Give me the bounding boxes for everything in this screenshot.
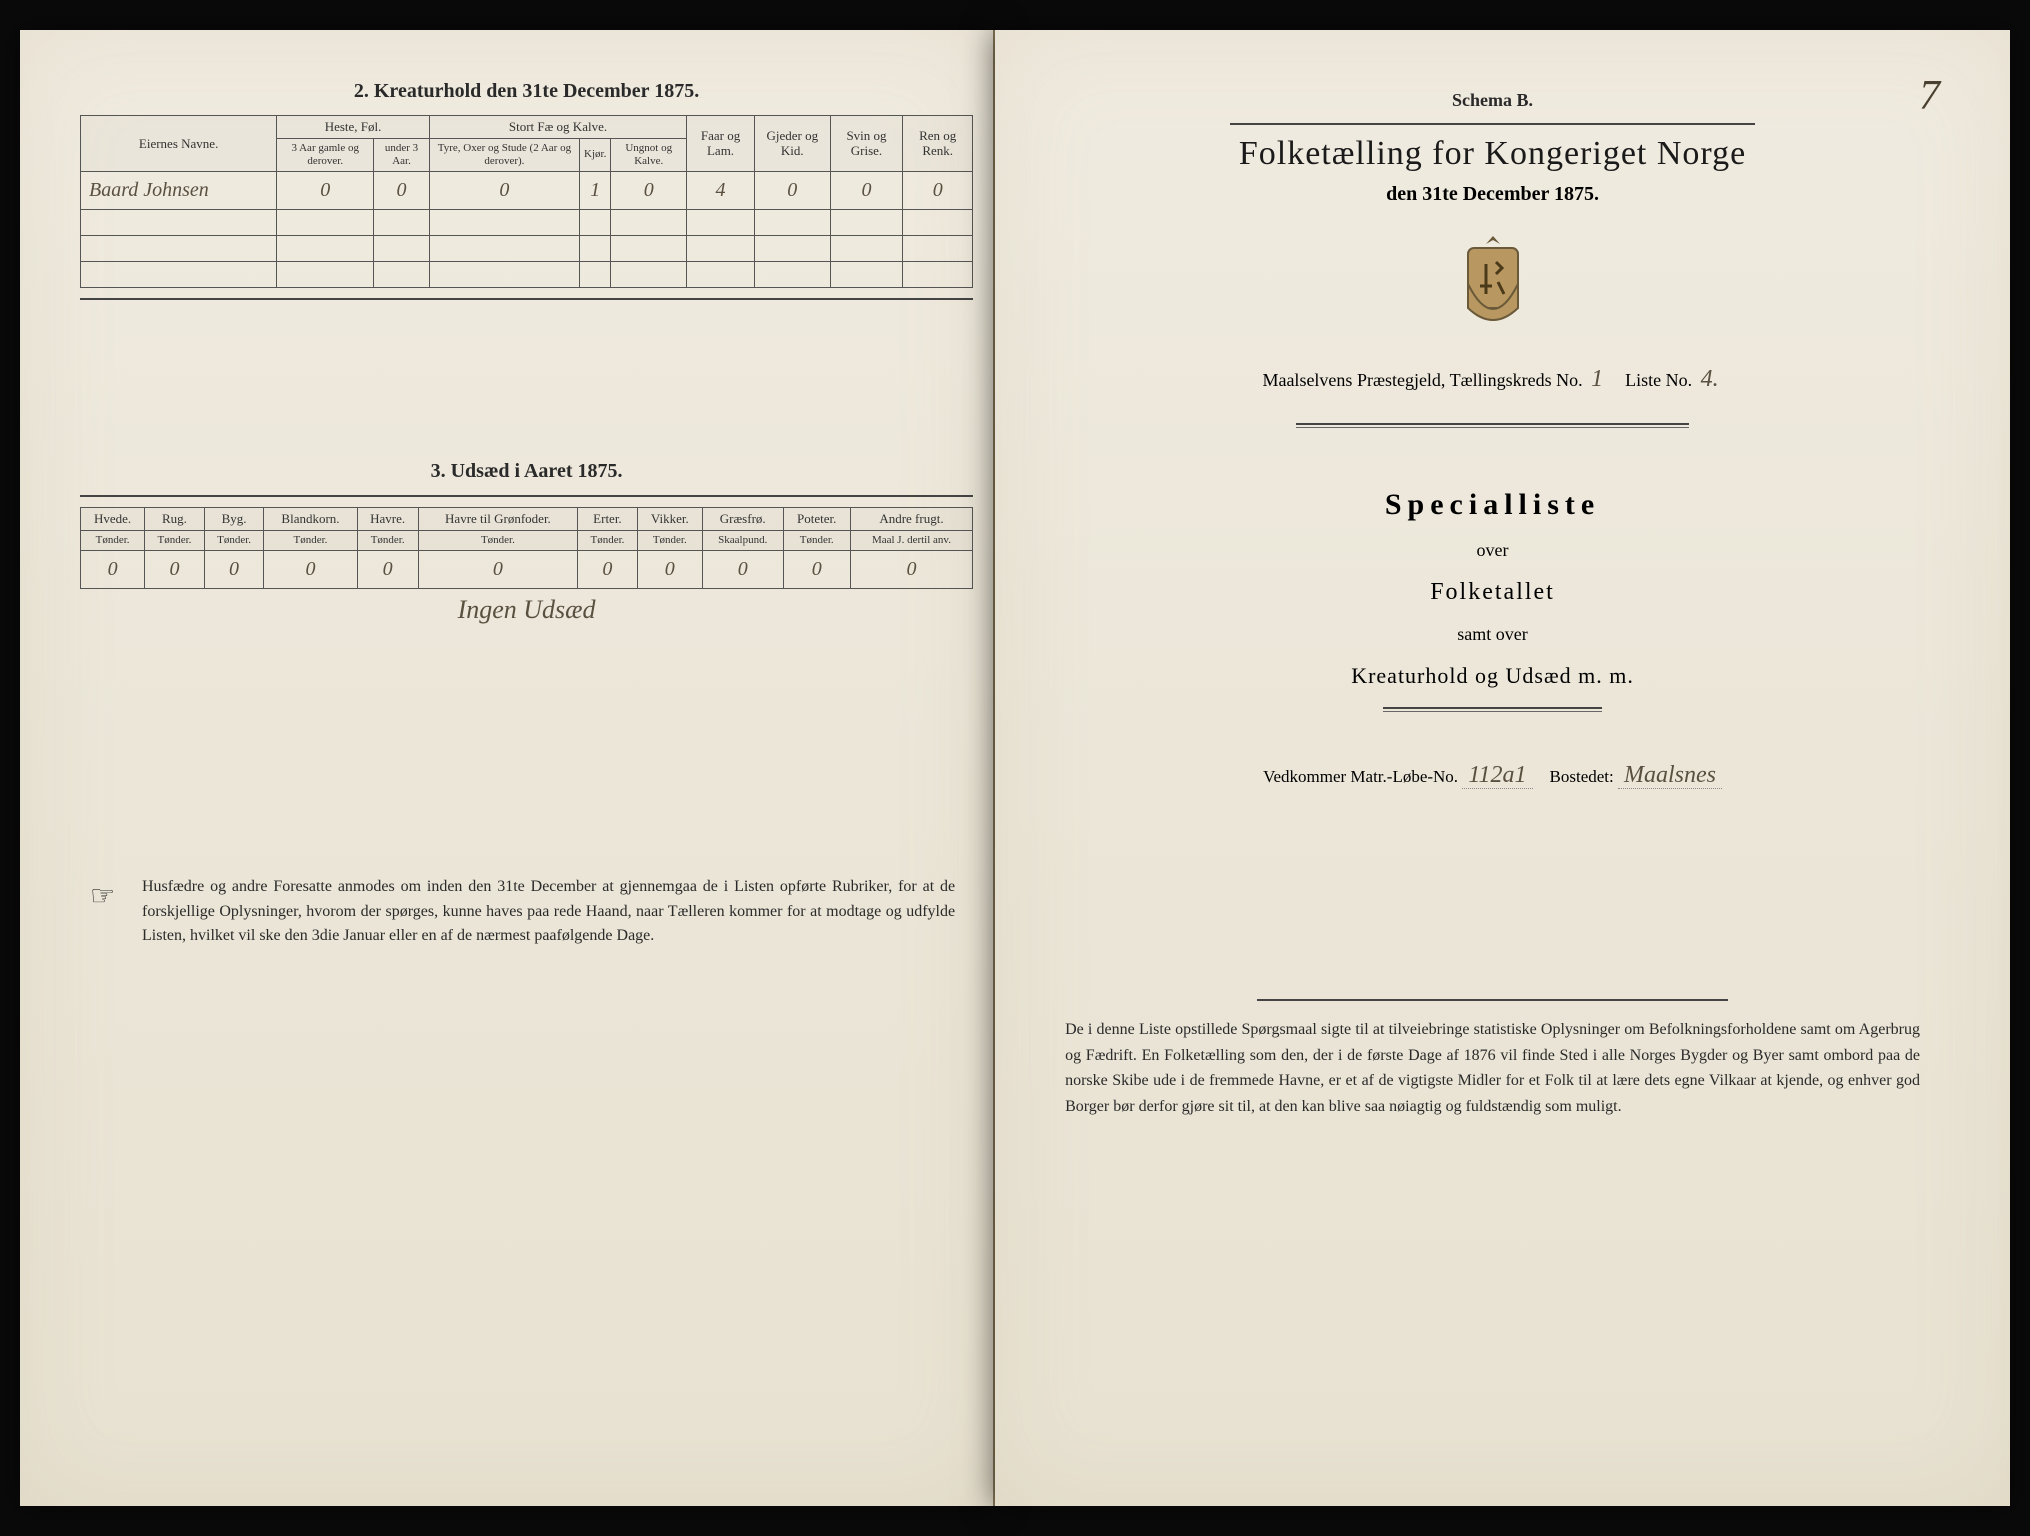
h1: 3 Aar gamle og derover.	[277, 138, 374, 171]
t3-col: Vikker.	[637, 507, 702, 530]
divider	[80, 495, 973, 497]
t3-unit: Tønder.	[204, 530, 264, 550]
over-label: over	[1055, 540, 1930, 561]
t3-unit: Skaalpund.	[702, 530, 783, 550]
c2: Kjør.	[580, 138, 611, 171]
t3-col: Havre.	[357, 507, 418, 530]
col-owner: Eiernes Navne.	[81, 116, 277, 172]
t3-col: Græsfrø.	[702, 507, 783, 530]
right-page: 7 Schema B. Folketælling for Kongeriget …	[995, 30, 2010, 1506]
t3-val: 0	[204, 550, 264, 588]
specialliste-title: Specialliste	[1055, 488, 1930, 522]
table-row	[81, 261, 973, 287]
v6: 0	[754, 171, 830, 209]
liste-no: 4.	[1697, 366, 1723, 392]
t3-col: Erter.	[578, 507, 638, 530]
divider	[1230, 123, 1755, 125]
t3-col: Poteter.	[783, 507, 850, 530]
section2-title: 2. Kreaturhold den 31te December 1875.	[80, 80, 973, 103]
t3-unit: Tønder.	[357, 530, 418, 550]
t3-val: 0	[850, 550, 972, 588]
kreds-no: 1	[1587, 366, 1607, 392]
t3-unit: Tønder.	[578, 530, 638, 550]
t3-val: 0	[702, 550, 783, 588]
owner-name: Baard Johnsen	[81, 171, 277, 209]
crest-icon	[1055, 234, 1930, 346]
c3: Ungnot og Kalve.	[611, 138, 687, 171]
pointing-hand-icon: ☞	[90, 875, 138, 918]
v4: 0	[611, 171, 687, 209]
t3-unit: Tønder.	[418, 530, 577, 550]
h2: under 3 Aar.	[374, 138, 430, 171]
v0: 0	[277, 171, 374, 209]
v1: 0	[374, 171, 430, 209]
t3-val: 0	[145, 550, 205, 588]
t3-col: Rug.	[145, 507, 205, 530]
bosted: Maalsnes	[1618, 762, 1722, 789]
kreatur-table: Eiernes Navne. Heste, Føl. Stort Fæ og K…	[80, 115, 973, 288]
t3-col: Blandkorn.	[264, 507, 357, 530]
col-rein: Ren og Renk.	[903, 116, 973, 172]
t3-col: Andre frugt.	[850, 507, 972, 530]
t3-unit: Tønder.	[783, 530, 850, 550]
t3-col: Hvede.	[81, 507, 145, 530]
t3-unit: Tønder.	[264, 530, 357, 550]
parish-line: Maalselvens Præstegjeld, Tællingskreds N…	[1055, 366, 1930, 393]
t3-unit: Tønder.	[145, 530, 205, 550]
t3-unit: Tønder.	[81, 530, 145, 550]
divider	[1257, 999, 1727, 1001]
divider	[1383, 707, 1602, 712]
grp-horses: Heste, Føl.	[277, 116, 430, 139]
t3-unit: Tønder.	[637, 530, 702, 550]
vedkommer-line: Vedkommer Matr.-Løbe-No. 112a1 Bostedet:…	[1055, 762, 1930, 789]
table-row	[81, 209, 973, 235]
t3-val: 0	[264, 550, 357, 588]
col-goat: Gjeder og Kid.	[754, 116, 830, 172]
main-title: Folketælling for Kongeriget Norge	[1055, 135, 1930, 173]
vedk-label2: Bostedet:	[1550, 767, 1614, 786]
matr-no: 112a1	[1462, 762, 1532, 789]
udsaed-table: Hvede.Rug.Byg.Blandkorn.Havre.Havre til …	[80, 507, 973, 589]
v8: 0	[903, 171, 973, 209]
v7: 0	[830, 171, 903, 209]
parish-pre: Maalselvens	[1262, 370, 1352, 390]
page-number: 7	[1919, 72, 1940, 120]
right-footer-text: De i denne Liste opstillede Spørgsmaal s…	[1065, 1021, 1920, 1115]
liste-label: Liste No.	[1625, 370, 1692, 390]
section3-title: 3. Udsæd i Aaret 1875.	[80, 460, 973, 483]
left-footer: ☞ Husfædre og andre Foresatte anmodes om…	[80, 875, 973, 949]
t3-val: 0	[81, 550, 145, 588]
t3-unit: Maal J. dertil anv.	[850, 530, 972, 550]
divider	[1296, 423, 1690, 428]
spacer	[80, 310, 973, 460]
date-line: den 31te December 1875.	[1055, 183, 1930, 206]
t3-val: 0	[578, 550, 638, 588]
v2: 0	[429, 171, 579, 209]
v5: 4	[687, 171, 755, 209]
folketallet-label: Folketallet	[1055, 579, 1930, 606]
v3: 1	[580, 171, 611, 209]
col-sheep: Faar og Lam.	[687, 116, 755, 172]
udsaed-note: Ingen Udsæd	[80, 595, 973, 625]
vedk-label1: Vedkommer Matr.-Løbe-No.	[1263, 767, 1458, 786]
t3-val: 0	[357, 550, 418, 588]
c1: Tyre, Oxer og Stude (2 Aar og derover).	[429, 138, 579, 171]
t3-col: Havre til Grønfoder.	[418, 507, 577, 530]
left-footer-text: Husfædre og andre Foresatte anmodes om i…	[142, 875, 955, 949]
col-pig: Svin og Grise.	[830, 116, 903, 172]
table-row	[81, 235, 973, 261]
t3-val: 0	[418, 550, 577, 588]
samt-label: samt over	[1055, 624, 1930, 645]
book-spread: 2. Kreaturhold den 31te December 1875. E…	[0, 0, 2030, 1536]
t3-val: 0	[783, 550, 850, 588]
t3-val: 0	[637, 550, 702, 588]
schema-label: Schema B.	[1055, 90, 1930, 111]
t3-col: Byg.	[204, 507, 264, 530]
right-footer: De i denne Liste opstillede Spørgsmaal s…	[1055, 999, 1930, 1119]
parish-label: Præstegjeld, Tællingskreds No.	[1357, 370, 1583, 390]
left-page: 2. Kreaturhold den 31te December 1875. E…	[20, 30, 995, 1506]
grp-cattle: Stort Fæ og Kalve.	[429, 116, 686, 139]
kreatur-label: Kreaturhold og Udsæd m. m.	[1055, 663, 1930, 689]
divider	[80, 298, 973, 300]
